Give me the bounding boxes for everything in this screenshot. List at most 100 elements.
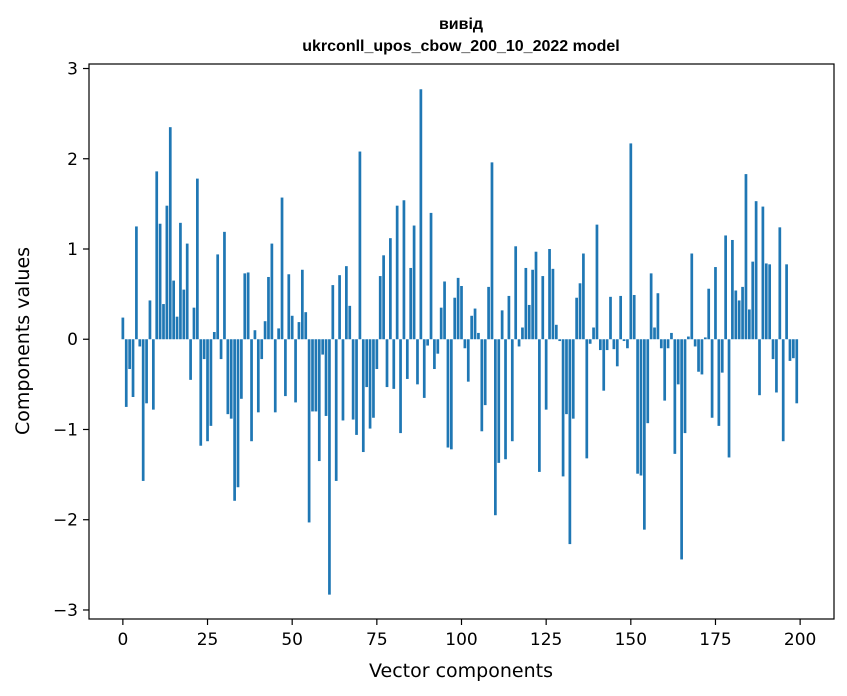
bar: [565, 339, 568, 415]
bar: [314, 339, 318, 412]
bar: [754, 201, 758, 340]
bar: [216, 254, 220, 340]
bar: [223, 231, 226, 340]
bar: [571, 339, 575, 419]
bar: [429, 212, 433, 340]
bar: [764, 263, 768, 340]
bar: [219, 339, 223, 360]
bar: [480, 339, 484, 432]
bar: [527, 304, 531, 340]
x-tick-label: 200: [784, 630, 816, 650]
bar: [531, 269, 534, 340]
bar: [551, 268, 555, 340]
bar: [355, 339, 358, 435]
bar: [548, 249, 551, 340]
bar: [409, 267, 413, 340]
y-tick-label: −1: [53, 420, 78, 440]
bar: [751, 261, 755, 340]
bar: [338, 275, 341, 340]
bar: [405, 339, 409, 379]
bar: [277, 328, 280, 340]
bar: [416, 339, 419, 385]
bar: [775, 339, 778, 393]
bar: [212, 332, 216, 340]
bar: [500, 310, 504, 340]
bar: [151, 339, 155, 410]
bar: [605, 339, 609, 351]
bar: [703, 337, 707, 340]
bar: [345, 266, 348, 340]
bar: [206, 339, 209, 442]
plot-frame: [88, 63, 835, 620]
bar: [372, 339, 375, 418]
bar: [399, 339, 402, 434]
bar: [714, 267, 717, 340]
bar: [578, 283, 582, 340]
bar: [666, 339, 670, 349]
bar: [375, 339, 379, 370]
bar: [700, 339, 704, 375]
bar: [744, 174, 748, 340]
bar: [304, 312, 308, 340]
bar: [243, 273, 247, 340]
bar: [788, 339, 792, 361]
bar: [236, 339, 240, 488]
bar: [280, 197, 284, 340]
bar: [297, 322, 301, 340]
bar: [781, 339, 785, 442]
x-axis-label: Vector components: [369, 660, 553, 682]
bar: [439, 307, 443, 340]
bar: [368, 339, 372, 429]
bar: [412, 225, 416, 340]
bar: [554, 324, 558, 340]
bar: [284, 339, 287, 397]
bar: [538, 339, 541, 472]
bar: [256, 339, 260, 413]
bar: [568, 339, 572, 545]
bar: [121, 317, 125, 340]
bar: [659, 339, 663, 349]
bar: [785, 264, 788, 340]
bar: [497, 339, 501, 463]
bar: [196, 178, 199, 340]
bar: [470, 315, 474, 340]
bar: [158, 223, 162, 340]
bar: [636, 339, 639, 474]
bar: [456, 277, 460, 340]
bar: [734, 290, 738, 340]
bar: [162, 304, 165, 340]
bar: [287, 274, 291, 340]
bar: [615, 339, 619, 367]
bar: [758, 339, 761, 396]
bar: [653, 327, 656, 340]
bar: [253, 330, 257, 340]
bar: [311, 339, 314, 412]
bar: [168, 127, 172, 340]
bar: [731, 239, 734, 340]
bar: [724, 235, 727, 340]
bar: [300, 269, 304, 340]
bar: [768, 264, 772, 340]
bar: [145, 339, 148, 404]
bar: [490, 162, 494, 340]
bar: [263, 321, 267, 340]
bar: [182, 289, 186, 340]
bar: [165, 205, 169, 340]
bar: [426, 339, 429, 346]
bar: [267, 276, 270, 340]
bar: [436, 339, 440, 354]
bar: [192, 307, 196, 340]
bar: [524, 267, 528, 340]
bar: [348, 305, 352, 340]
bar: [558, 339, 562, 342]
bar: [575, 297, 578, 340]
bar: [663, 339, 667, 401]
x-tick-label: 100: [445, 630, 477, 650]
bar: [148, 300, 152, 340]
x-axis-ticks: 0 25 50 75 100 125 150 175 200: [117, 619, 816, 650]
bar: [155, 171, 159, 340]
bar: [334, 339, 338, 481]
bar: [622, 339, 626, 342]
bar: [494, 339, 497, 516]
bar: [419, 89, 423, 340]
